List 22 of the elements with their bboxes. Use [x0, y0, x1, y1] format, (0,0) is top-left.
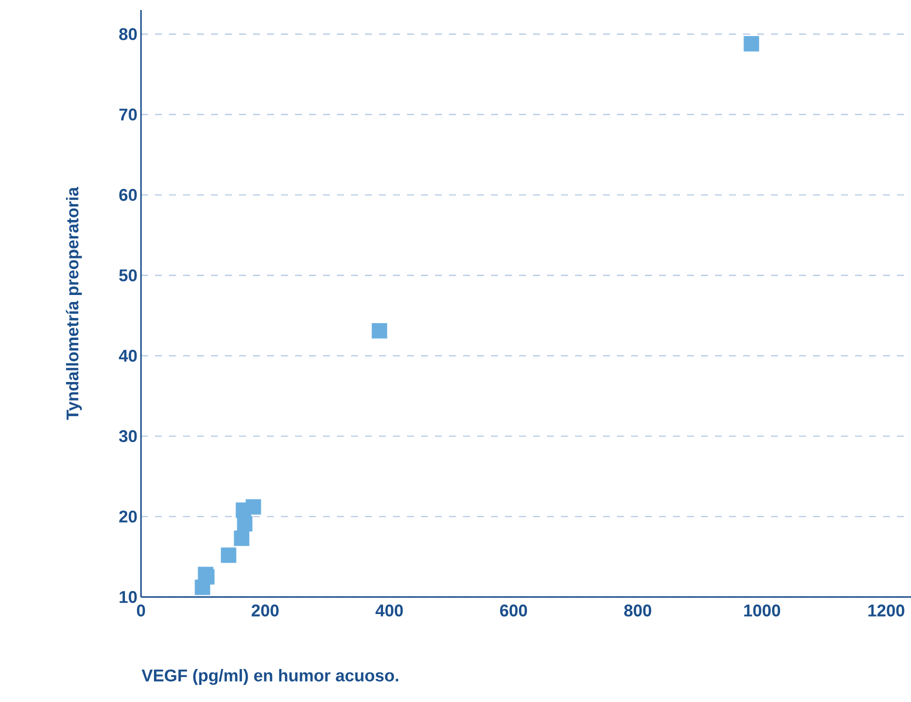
point — [744, 36, 760, 52]
y-tick-label: 40 — [118, 350, 137, 362]
point — [372, 323, 388, 339]
x-tick-label: 600 — [500, 604, 528, 617]
x-tick-label: 0 — [136, 604, 146, 617]
y-tick-label: 30 — [119, 430, 137, 442]
x-tick-label: 1200 — [868, 604, 904, 617]
y-tick-label: 80 — [119, 28, 137, 40]
point — [246, 499, 262, 515]
y-tick-label: 70 — [119, 108, 137, 121]
y-tick-label: 60 — [119, 188, 137, 201]
y-tick-label: 50 — [119, 269, 137, 282]
x-tick-label: 200 — [252, 604, 279, 617]
y-tick-label: 10 — [120, 590, 137, 603]
point — [234, 530, 250, 546]
x-tick-label: 400 — [376, 604, 403, 617]
point — [220, 547, 236, 563]
y-axis-title: Tyndallometría preoperatoria — [66, 186, 82, 420]
x-tick-label: 1000 — [744, 604, 780, 617]
x-axis-title: VEGF (pg/ml) en humor acuoso. — [142, 669, 398, 685]
y-tick-label: 20 — [119, 510, 137, 523]
x-tick-label: 800 — [624, 604, 652, 617]
